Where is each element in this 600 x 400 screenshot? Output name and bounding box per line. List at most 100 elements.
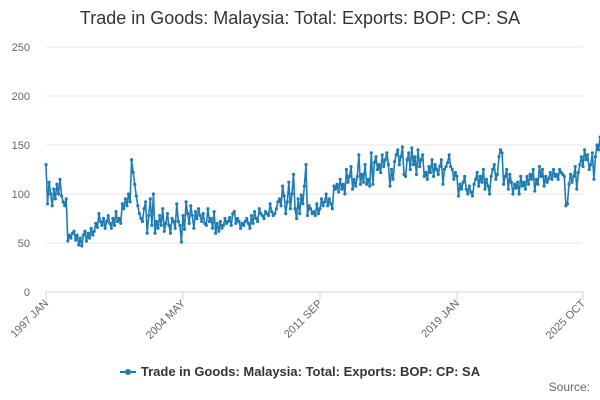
data-point bbox=[232, 210, 236, 214]
source-label: Source: bbox=[548, 380, 590, 394]
legend[interactable]: Trade in Goods: Malaysia: Total: Exports… bbox=[0, 364, 600, 379]
data-point bbox=[343, 192, 347, 196]
data-point bbox=[509, 180, 513, 184]
data-point bbox=[357, 153, 361, 157]
data-point bbox=[94, 221, 98, 225]
data-point bbox=[123, 197, 127, 201]
data-point bbox=[168, 231, 173, 235]
data-point bbox=[335, 182, 339, 186]
data-point bbox=[544, 174, 548, 178]
data-point bbox=[210, 226, 215, 230]
data-point bbox=[182, 227, 187, 231]
data-point bbox=[98, 219, 103, 224]
data-point bbox=[234, 221, 238, 225]
y-tick-label: 50 bbox=[18, 238, 30, 250]
data-point bbox=[368, 184, 372, 188]
data-point bbox=[304, 163, 308, 167]
data-point bbox=[154, 219, 159, 224]
data-point bbox=[396, 148, 400, 152]
data-point bbox=[106, 213, 110, 218]
data-point bbox=[284, 212, 288, 216]
data-point bbox=[548, 170, 552, 175]
data-point bbox=[403, 174, 408, 178]
x-tick-label: 2011 SEP bbox=[282, 298, 325, 341]
data-point bbox=[55, 182, 59, 186]
data-point bbox=[422, 174, 426, 178]
data-point bbox=[72, 229, 76, 233]
data-point bbox=[45, 202, 50, 206]
data-point bbox=[176, 219, 180, 224]
data-point bbox=[91, 233, 95, 237]
data-point bbox=[558, 167, 562, 172]
data-point bbox=[285, 200, 289, 204]
data-point bbox=[270, 210, 274, 214]
data-point bbox=[596, 148, 600, 152]
data-point bbox=[266, 213, 271, 218]
data-point bbox=[256, 219, 260, 224]
data-point bbox=[562, 174, 566, 178]
data-point bbox=[431, 174, 436, 178]
data-point bbox=[570, 180, 574, 184]
data-point bbox=[193, 210, 198, 214]
data-point bbox=[389, 167, 394, 172]
data-point bbox=[215, 221, 219, 225]
label-layer: 0 50 100 150 200 250 1997 JAN 2004 MAY 2011 SEP 2… bbox=[8, 42, 588, 342]
data-point bbox=[447, 153, 451, 157]
data-point bbox=[59, 194, 64, 198]
data-point bbox=[84, 239, 89, 243]
data-point bbox=[346, 180, 350, 184]
data-point bbox=[413, 155, 417, 159]
data-point bbox=[148, 197, 152, 201]
data-point bbox=[391, 177, 395, 181]
data-point bbox=[382, 164, 386, 169]
data-point bbox=[201, 212, 205, 216]
data-point bbox=[371, 182, 375, 186]
y-tick-label: 0 bbox=[24, 287, 30, 299]
data-point bbox=[474, 177, 478, 181]
data-point bbox=[458, 182, 462, 186]
data-point bbox=[142, 207, 146, 211]
data-point bbox=[511, 192, 515, 196]
data-point bbox=[461, 180, 465, 184]
data-point bbox=[503, 174, 507, 178]
data-point bbox=[414, 172, 419, 176]
data-point bbox=[523, 187, 528, 191]
data-point bbox=[542, 184, 546, 188]
data-point bbox=[578, 163, 582, 167]
data-point bbox=[534, 177, 538, 181]
data-point bbox=[419, 158, 423, 162]
data-point bbox=[47, 180, 51, 184]
data-point bbox=[87, 236, 92, 240]
data-point bbox=[63, 204, 67, 208]
data-point bbox=[380, 153, 384, 157]
data-point bbox=[112, 223, 117, 227]
data-point bbox=[349, 164, 353, 169]
data-point bbox=[372, 161, 377, 165]
data-point bbox=[274, 207, 278, 211]
data-point bbox=[257, 207, 261, 211]
data-point bbox=[439, 158, 443, 162]
data-point bbox=[128, 200, 132, 204]
data-point bbox=[178, 223, 182, 227]
data-point bbox=[533, 189, 537, 193]
x-tick-label: 2004 MAY bbox=[144, 297, 189, 342]
data-point bbox=[332, 184, 336, 188]
data-point bbox=[405, 158, 409, 162]
data-point bbox=[242, 223, 246, 227]
data-point bbox=[573, 164, 577, 169]
data-point bbox=[280, 184, 285, 188]
data-point bbox=[386, 163, 391, 167]
data-point bbox=[291, 172, 296, 176]
data-point bbox=[475, 170, 479, 175]
data-point bbox=[86, 231, 90, 235]
data-point bbox=[140, 219, 145, 224]
data-point bbox=[151, 192, 155, 196]
data-point bbox=[483, 187, 487, 191]
data-point bbox=[463, 174, 467, 178]
data-point bbox=[324, 192, 328, 196]
data-point bbox=[108, 221, 112, 225]
data-point bbox=[204, 223, 208, 227]
data-point bbox=[181, 213, 185, 218]
data-point bbox=[502, 182, 506, 186]
